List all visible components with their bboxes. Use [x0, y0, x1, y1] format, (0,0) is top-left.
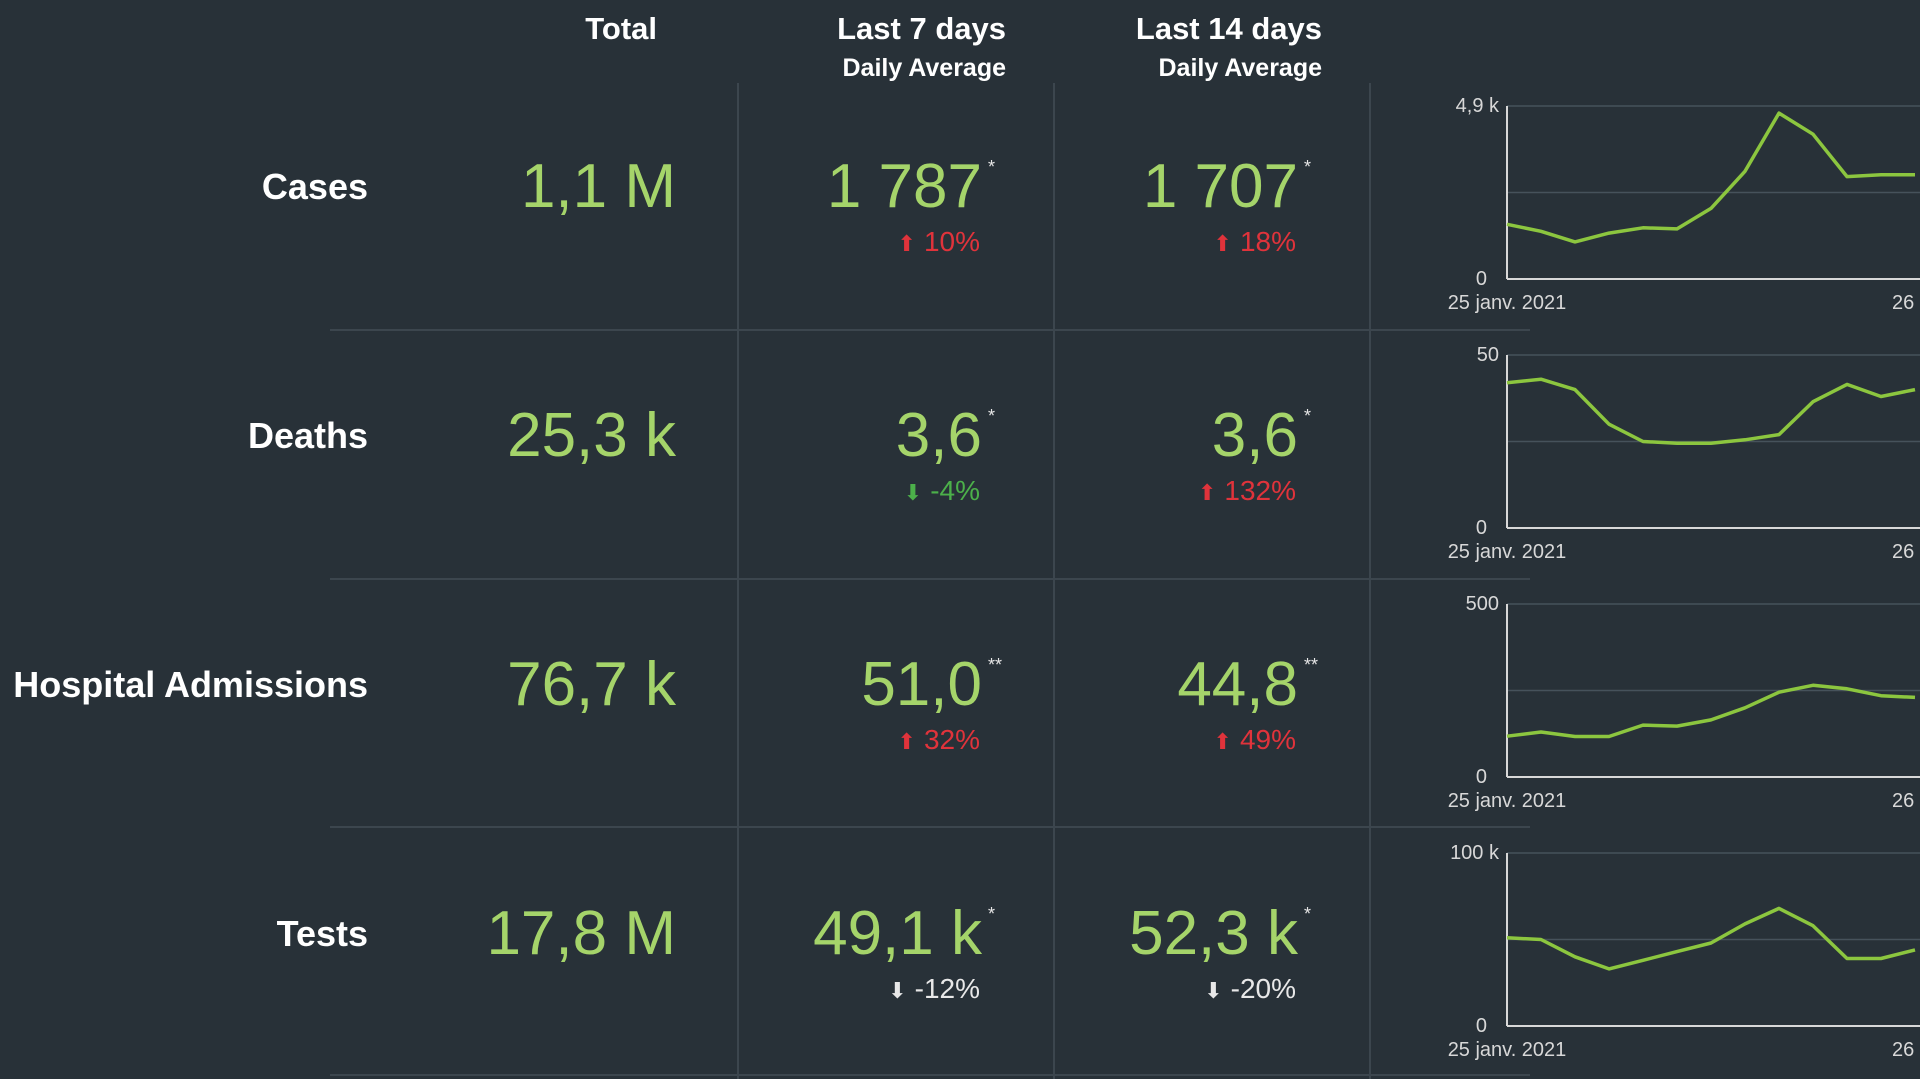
footnote-mark: *	[1304, 157, 1312, 177]
deaths-trend-chart: 50 025 janv. 2021 26	[1448, 344, 1920, 563]
footnote-mark: **	[988, 655, 1003, 675]
footnote-mark: **	[1304, 655, 1319, 675]
y-tick-label: 0	[1476, 517, 1487, 539]
header-last-7-days: Last 7 days	[837, 11, 1006, 46]
header-last-14-days: Last 14 days	[1135, 11, 1322, 46]
footnote-mark: *	[1304, 904, 1312, 924]
avg14-value: 1 707	[1142, 152, 1298, 221]
total-value: 17,8 M	[486, 899, 676, 968]
series-line	[1506, 111, 1915, 244]
arrow-down-icon: ⬇	[903, 480, 923, 505]
avg14-value: 52,3 k	[1129, 899, 1298, 968]
series-line	[1506, 377, 1916, 445]
header-daily-average-14: Daily Average	[1158, 54, 1322, 82]
row-divider	[330, 1074, 1530, 1076]
column-divider	[737, 83, 739, 1079]
y-tick-label: 0	[1476, 1015, 1487, 1037]
arrow-down-icon: ⬇	[888, 978, 907, 1003]
row-divider	[330, 578, 1530, 580]
total-value: 76,7 k	[507, 650, 676, 719]
arrow-up-icon: ⬆	[1213, 729, 1232, 754]
x-tick-label: 25 janv. 2021	[1448, 790, 1567, 812]
y-tick-label: 50	[1477, 344, 1499, 366]
footnote-mark: *	[1304, 406, 1312, 426]
row-label: Cases	[261, 166, 368, 207]
arrow-up-icon: ⬆	[1213, 231, 1232, 256]
x-tick-label: 26	[1892, 1039, 1914, 1061]
y-tick-label: 100 k	[1450, 842, 1500, 864]
x-tick-label: 25 janv. 2021	[1448, 1039, 1567, 1061]
delta7: ⬆ 32%	[897, 724, 980, 755]
y-tick-label: 0	[1476, 268, 1487, 290]
header-daily-average-7: Daily Average	[842, 54, 1006, 82]
footnote-mark: *	[988, 157, 996, 177]
avg7-value: 49,1 k	[813, 899, 982, 968]
delta7: ⬇ -4%	[903, 475, 980, 506]
delta14: ⬆ 132%	[1197, 475, 1296, 506]
y-tick-label: 0	[1476, 766, 1487, 788]
column-divider	[1053, 83, 1055, 1079]
hospital-admissions-trend-chart: 500 025 janv. 2021 26	[1448, 593, 1920, 812]
arrow-up-icon: ⬆	[897, 729, 916, 754]
avg14-value: 44,8	[1177, 650, 1298, 719]
y-tick-label: 500	[1466, 593, 1499, 615]
row-divider	[330, 826, 1530, 828]
arrow-down-icon: ⬇	[1204, 978, 1223, 1003]
arrow-up-icon: ⬆	[1197, 480, 1217, 505]
row-label: Tests	[276, 913, 368, 954]
x-tick-label: 26	[1892, 790, 1914, 812]
avg7-value: 51,0	[861, 650, 982, 719]
delta14: ⬇ -20%	[1204, 973, 1296, 1004]
x-tick-label: 25 janv. 2021	[1448, 292, 1567, 314]
avg7-value: 1 787	[826, 152, 982, 221]
avg14-value: 3,6	[1211, 401, 1298, 470]
avg7-value: 3,6	[895, 401, 982, 470]
header-total: Total	[585, 11, 657, 46]
x-tick-label: 26	[1892, 541, 1914, 563]
cases-trend-chart: 4,9 k 025 janv. 2021 26	[1448, 95, 1920, 314]
row-label: Hospital Admissions	[13, 664, 368, 705]
arrow-up-icon: ⬆	[897, 231, 916, 256]
total-value: 1,1 M	[520, 152, 676, 221]
tests-trend-chart: 100 k 025 janv. 2021 26	[1448, 842, 1920, 1061]
y-tick-label: 4,9 k	[1456, 95, 1500, 117]
delta14: ⬆ 49%	[1213, 724, 1296, 755]
delta7: ⬆ 10%	[897, 226, 980, 257]
delta7: ⬇ -12%	[888, 973, 980, 1004]
row-divider	[330, 329, 1530, 331]
footnote-mark: *	[988, 904, 996, 924]
series-line	[1506, 906, 1916, 971]
delta14: ⬆ 18%	[1213, 226, 1296, 257]
series-line	[1506, 683, 1916, 739]
total-value: 25,3 k	[507, 401, 676, 470]
x-tick-label: 26	[1892, 292, 1914, 314]
column-divider	[1369, 83, 1371, 1079]
footnote-mark: *	[988, 406, 996, 426]
row-label: Deaths	[247, 415, 368, 456]
x-tick-label: 25 janv. 2021	[1448, 541, 1567, 563]
